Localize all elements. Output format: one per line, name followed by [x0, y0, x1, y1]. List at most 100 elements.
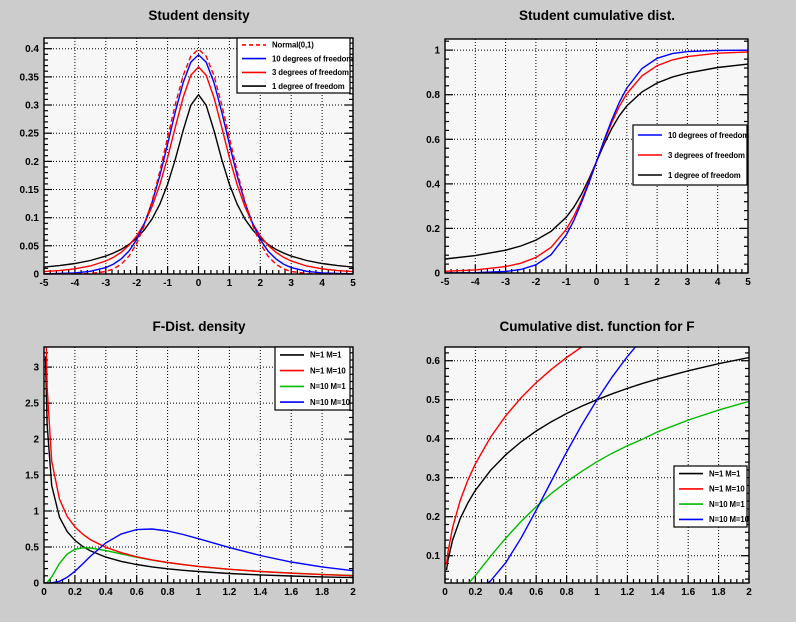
y-tick-label: 0.3 [25, 101, 39, 112]
y-tick-label: 0 [434, 269, 440, 280]
legend-label: N=1 M=1 [310, 351, 342, 360]
y-tick-label: 1.5 [25, 471, 39, 482]
legend-label: N=1 M=10 [310, 366, 346, 375]
x-tick-label: 2 [258, 278, 264, 289]
y-tick-label: 0.4 [25, 44, 39, 55]
x-tick-label: 0.2 [468, 587, 482, 598]
y-tick-label: 0.8 [426, 90, 440, 101]
x-tick-label: 2 [746, 587, 752, 598]
x-tick-label: 0.4 [99, 587, 113, 598]
plot-frame-border [444, 346, 750, 584]
legend-label: N=1 M=1 [709, 469, 741, 478]
x-tick-label: 2 [350, 587, 356, 598]
x-tick-label: 1.6 [681, 587, 695, 598]
y-axis-labels: 0.1 0.2 0.3 0.4 0.5 0.6 [426, 356, 440, 562]
x-tick-label: 0 [196, 278, 202, 289]
x-tick-label: 1 [196, 587, 202, 598]
y-axis-labels: 0 0.2 0.4 0.6 0.8 1 [426, 46, 440, 280]
x-tick-label: 3 [685, 277, 691, 288]
series-n-10-m-10 [44, 528, 353, 583]
series-n-10-m-10 [486, 347, 637, 583]
x-tick-label: 0.6 [130, 587, 144, 598]
legend: N=1 M=1 N=1 M=10 N=10 M=1 N=10 M=10 [274, 346, 351, 411]
x-tick-label: 1.6 [284, 587, 298, 598]
x-tick-label: 0 [594, 277, 600, 288]
x-tick-label: 0 [442, 587, 448, 598]
legend-label: N=10 M=10 [310, 398, 351, 407]
x-tick-label: -5 [441, 277, 450, 288]
x-tick-label: 4 [319, 278, 325, 289]
x-tick-label: 1.2 [620, 587, 634, 598]
y-tick-label: 0.5 [25, 543, 39, 554]
x-axis-labels: 0 0.2 0.4 0.6 0.8 1 1.2 1.4 1.6 1.8 2 [41, 587, 356, 598]
series-n-1-m-10 [445, 347, 583, 565]
x-tick-label: -3 [101, 278, 110, 289]
x-tick-label: -4 [70, 278, 79, 289]
y-tick-label: 0.3 [426, 473, 440, 484]
x-tick-label: 5 [745, 277, 751, 288]
x-tick-label: 0 [41, 587, 47, 598]
y-tick-label: 0.2 [25, 157, 39, 168]
y-tick-label: 0.4 [426, 179, 440, 190]
legend-label: 10 degrees of freedom [272, 54, 353, 63]
y-tick-label: 3 [33, 363, 39, 374]
x-axis-labels: -5 -4 -3 -2 -1 0 1 2 3 4 5 [441, 277, 752, 288]
x-tick-label: 1.2 [222, 587, 236, 598]
legend-label: N=10 M=1 [310, 382, 346, 391]
y-tick-label: 0.1 [25, 213, 39, 224]
pad-f-dist-cumulative: 0 0.2 0.4 0.6 0.8 1 1.2 1.4 1.6 1.8 2 0.1 0.2 0.3 0.4 0… [398, 311, 796, 622]
x-tick-label: -1 [163, 278, 172, 289]
x-tick-label: -2 [132, 278, 141, 289]
y-tick-label: 0.1 [426, 551, 440, 562]
legend: Normal(0,1) 10 degrees of freedom 3 degree… [236, 37, 353, 94]
x-tick-label: 1 [624, 277, 630, 288]
x-tick-label: 0.6 [529, 587, 543, 598]
x-tick-label: 1.8 [712, 587, 726, 598]
x-tick-label: 2 [654, 277, 660, 288]
y-tick-label: 0.5 [426, 395, 440, 406]
series-10-degrees-of-freedom [445, 49, 748, 273]
x-tick-label: 1 [594, 587, 600, 598]
chart-title: F-Dist. density [152, 319, 246, 334]
student-cumulative-chart: -5 -4 -3 -2 -1 0 1 2 3 4 5 0 0.2 0.4 0.6 0.8 1 10 degrees… [426, 38, 752, 288]
y-tick-label: 0.2 [426, 224, 440, 235]
series-n-1-m-1 [44, 356, 353, 579]
legend-box [236, 37, 351, 94]
legend-label: Normal(0,1) [272, 41, 314, 50]
y-axis-labels: 0 0.05 0.1 0.15 0.2 0.25 0.3 0.35 0.4 [20, 44, 40, 280]
series-10-degrees-of-freedom [44, 53, 353, 274]
f-dist-density-chart: 0 0.2 0.4 0.6 0.8 1 1.2 1.4 1.6 1.8 2 0 0.5 1 1.5 2 2.5 3… [25, 346, 356, 598]
plot-frame-border [43, 37, 354, 275]
x-tick-label: -4 [471, 277, 480, 288]
y-tick-label: 0.05 [20, 241, 40, 252]
series-n-1-m-10 [45, 347, 353, 577]
x-tick-label: 1 [227, 278, 233, 289]
legend-label: N=10 M=10 [709, 515, 750, 524]
y-tick-label: 0.25 [20, 129, 40, 140]
plot-frame-border [43, 346, 354, 584]
y-tick-label: 0.2 [426, 512, 440, 523]
x-tick-label: 0.4 [499, 587, 513, 598]
student-density-chart: -5 -4 -3 -2 -1 0 1 2 3 4 5 0 0.05 0.1 0.15 0.2 0.25 0.3 0.… [20, 37, 357, 289]
chart-title: Student density [148, 8, 250, 23]
x-axis-labels: 0 0.2 0.4 0.6 0.8 1 1.2 1.4 1.6 1.8 2 [442, 587, 752, 598]
pad-f-dist-density: 0 0.2 0.4 0.6 0.8 1 1.2 1.4 1.6 1.8 2 0 0.5 1 1.5 2 2.5 3… [0, 311, 398, 622]
x-axis-labels: -5 -4 -3 -2 -1 0 1 2 3 4 5 [40, 278, 357, 289]
series-3-degrees-of-freedom [44, 65, 353, 273]
x-tick-label: 0.8 [560, 587, 574, 598]
y-tick-label: 0.6 [426, 135, 440, 146]
legend-label: 10 degrees of freedom [668, 131, 749, 140]
y-tick-label: 0.6 [426, 356, 440, 367]
y-tick-label: 0 [33, 579, 39, 590]
x-tick-label: 1.4 [651, 587, 665, 598]
series-n-10-m-1 [467, 400, 749, 583]
x-tick-label: -3 [501, 277, 510, 288]
x-tick-label: 3 [288, 278, 294, 289]
legend-box [673, 465, 748, 528]
y-tick-label: 0.35 [20, 72, 40, 83]
x-tick-label: 0.8 [161, 587, 175, 598]
legend-label: 1 degree of freedom [668, 171, 741, 180]
series-n-1-m-1 [445, 356, 749, 571]
f-dist-cumulative-chart: 0 0.2 0.4 0.6 0.8 1 1.2 1.4 1.6 1.8 2 0.1 0.2 0.3 0.4 0… [426, 346, 752, 598]
y-tick-label: 0 [33, 270, 39, 281]
